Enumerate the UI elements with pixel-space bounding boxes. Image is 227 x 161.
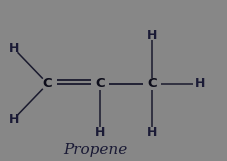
Text: C: C xyxy=(95,77,105,90)
Text: H: H xyxy=(147,29,157,42)
Text: H: H xyxy=(147,126,157,138)
Text: H: H xyxy=(95,126,105,138)
Text: H: H xyxy=(8,113,19,126)
Text: H: H xyxy=(8,42,19,55)
Text: Propene: Propene xyxy=(63,143,128,157)
Text: C: C xyxy=(147,77,157,90)
Text: H: H xyxy=(195,77,205,90)
Text: C: C xyxy=(43,77,52,90)
